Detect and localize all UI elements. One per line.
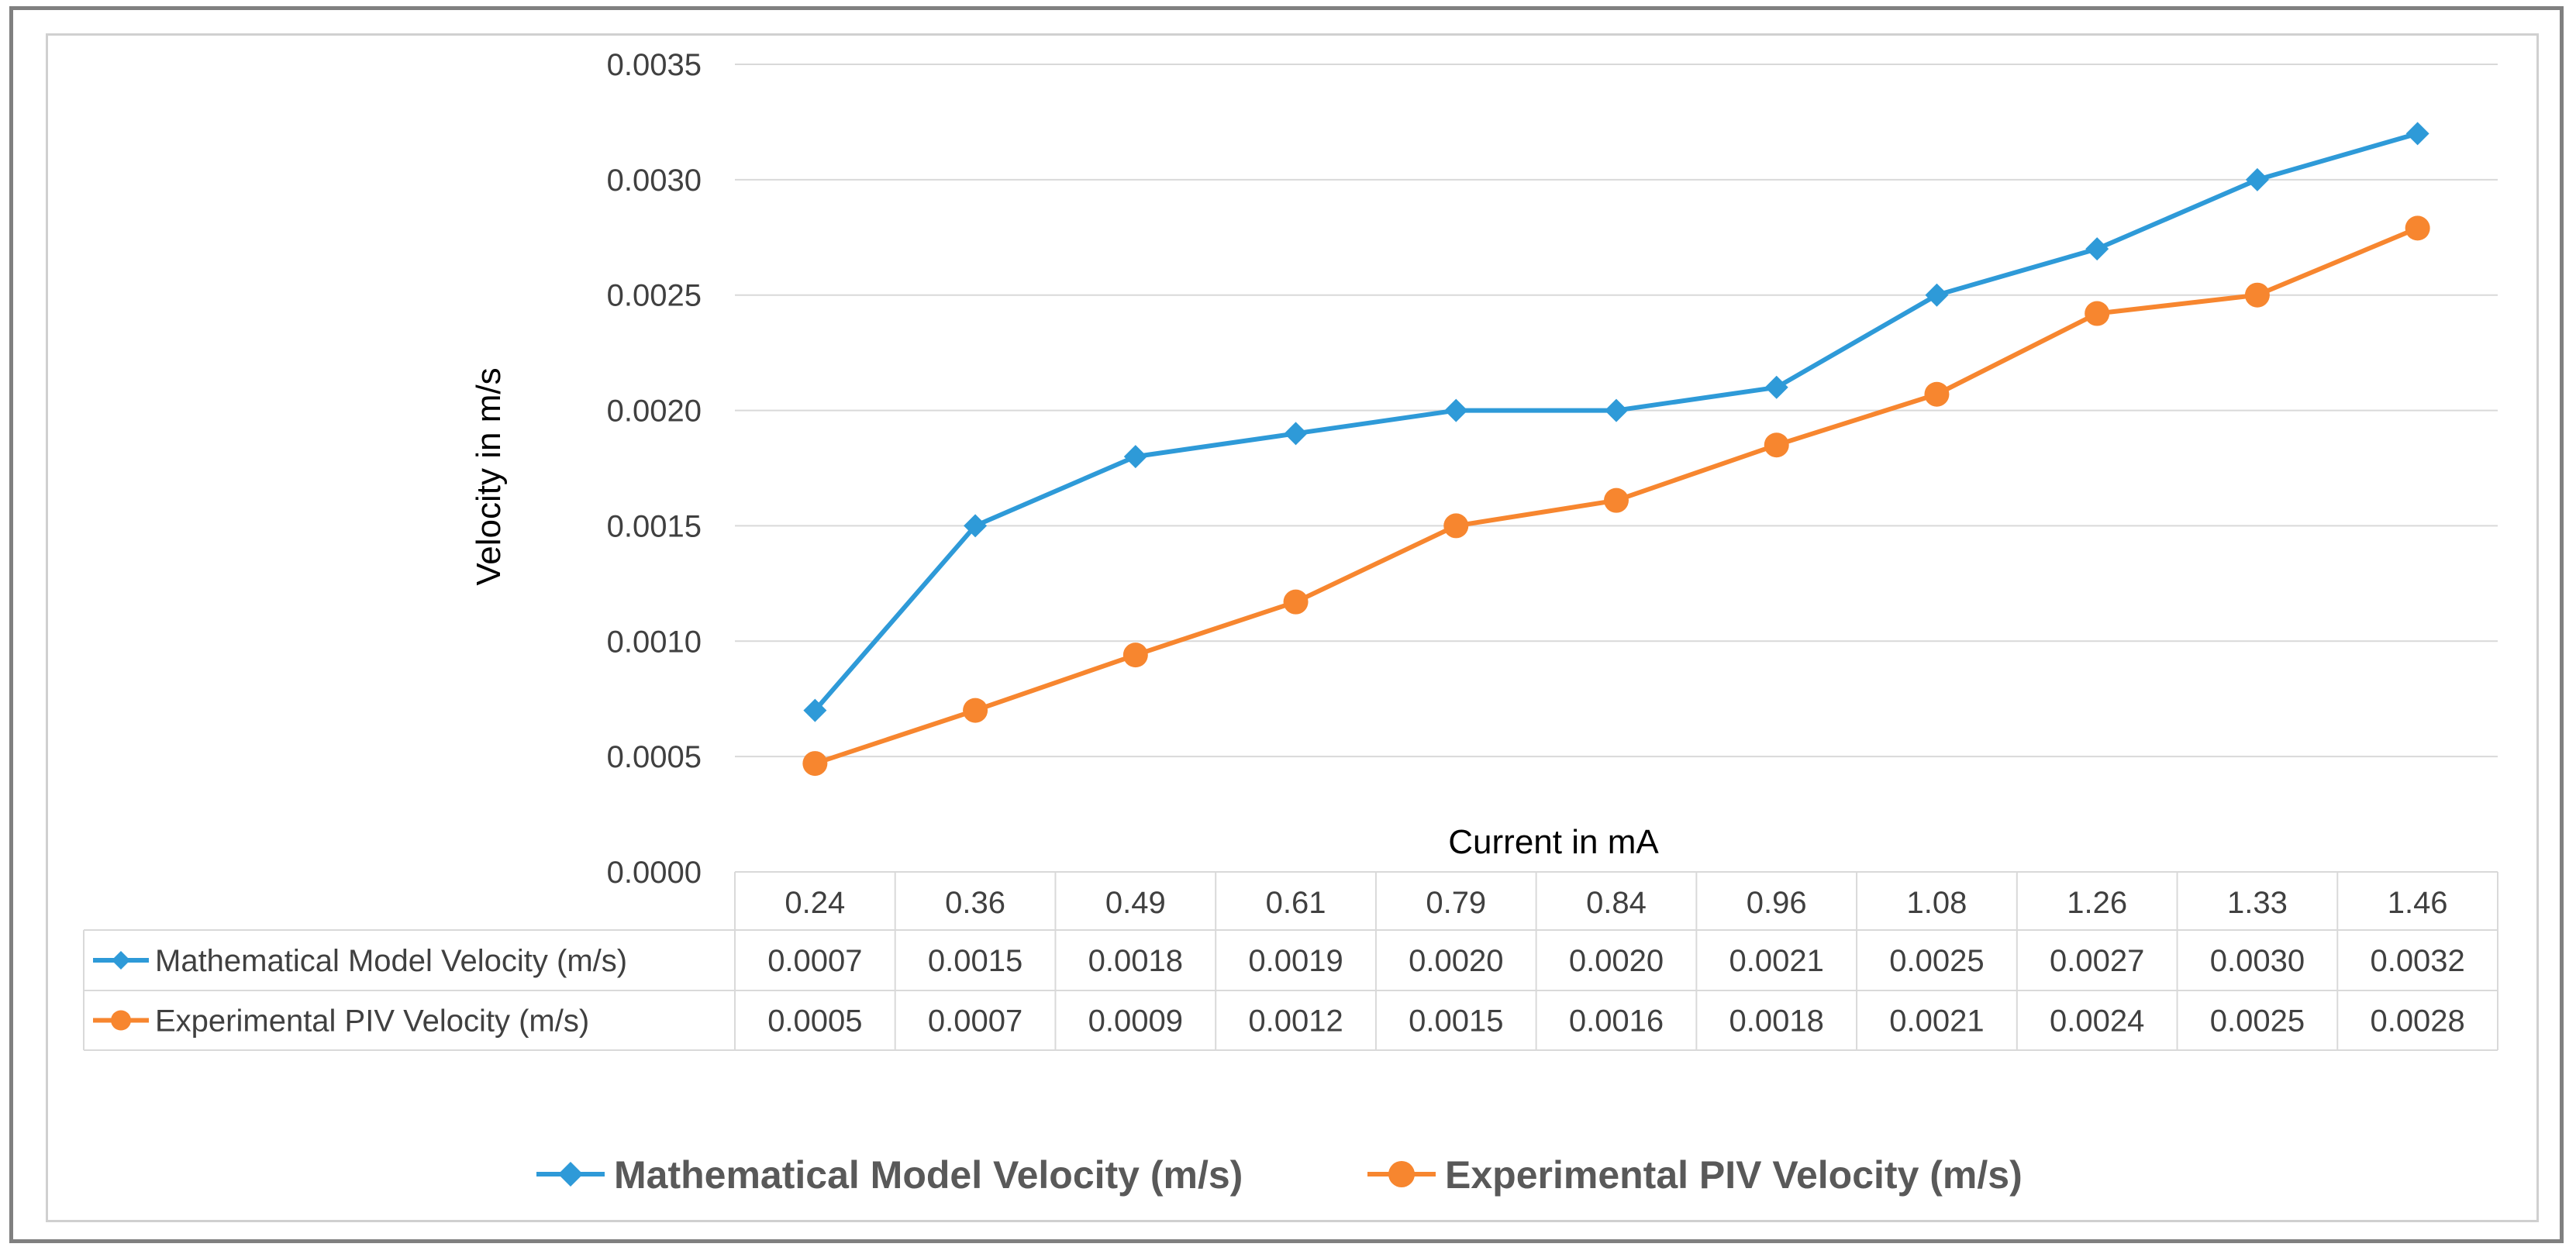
data-point-diamond [964, 514, 988, 538]
y-tick-label: 0.0005 [607, 740, 702, 774]
y-tick-label: 0.0020 [607, 394, 702, 429]
x-tick-label: 1.26 [2067, 886, 2127, 920]
data-point-circle [2085, 301, 2110, 326]
table-cell-value: 0.0032 [2370, 944, 2464, 978]
table-cell-value: 0.0020 [1409, 944, 1503, 978]
x-tick-label: 1.33 [2227, 886, 2288, 920]
data-point-diamond [2405, 122, 2429, 146]
legend: Mathematical Model Velocity (m/s) Experim… [536, 1153, 2023, 1197]
data-point-circle [2405, 215, 2430, 241]
legend-key-marker [1388, 1161, 1415, 1187]
y-tick-label: 0.0025 [607, 279, 702, 313]
table-cell-value: 0.0028 [2370, 1004, 2464, 1039]
data-point-diamond [803, 698, 827, 722]
data-point-diamond [1123, 445, 1147, 469]
table-cell-value: 0.0020 [1569, 944, 1664, 978]
table-cell-value: 0.0012 [1248, 1004, 1343, 1039]
series-layer [802, 122, 2430, 777]
data-point-circle [1443, 513, 1469, 539]
y-tick-label: 0.0000 [607, 856, 702, 890]
table-cell-value: 0.0025 [2210, 1004, 2305, 1039]
legend-key-marker [558, 1162, 583, 1187]
data-point-circle [1924, 381, 1950, 407]
table-series-name: Mathematical Model Velocity (m/s) [155, 944, 627, 978]
x-tick-label: 0.96 [1747, 886, 1807, 920]
y-tick-labels: 0.0000 0.0005 0.0010 0.0015 0.0020 0.0025 0.00… [607, 48, 702, 890]
x-tick-label: 1.46 [2388, 886, 2448, 920]
gridlines [735, 64, 2498, 758]
table-cell-value: 0.0024 [2050, 1004, 2144, 1039]
table-cell-value: 0.0018 [1729, 1004, 1824, 1039]
table-cell-value: 0.0005 [767, 1004, 862, 1039]
data-point-diamond [1605, 398, 1628, 422]
x-tick-label: 0.49 [1105, 886, 1166, 920]
data-point-circle [963, 698, 988, 723]
data-point-circle [1122, 643, 1148, 668]
y-axis-title: Velocity in m/s [470, 367, 508, 585]
data-point-diamond [1284, 422, 1308, 446]
data-point-circle [1604, 487, 1629, 513]
table-cell-value: 0.0025 [1889, 944, 1984, 978]
x-tick-label: 0.24 [785, 886, 845, 920]
table-series-name: Experimental PIV Velocity (m/s) [155, 1004, 589, 1039]
x-tick-label: 0.36 [945, 886, 1005, 920]
table-legend-key-marker [111, 1010, 131, 1031]
x-tick-label: 0.84 [1586, 886, 1647, 920]
legend-entry-label: Mathematical Model Velocity (m/s) [614, 1153, 1243, 1197]
x-tick-label: 0.79 [1426, 886, 1486, 920]
data-point-diamond [1764, 375, 1788, 399]
legend-entry-label: Experimental PIV Velocity (m/s) [1445, 1153, 2023, 1197]
x-tick-label: 1.08 [1907, 886, 1967, 920]
data-point-circle [1283, 589, 1309, 615]
data-point-diamond [2245, 167, 2269, 191]
table-cell-value: 0.0015 [1409, 1004, 1503, 1039]
table-cell-value: 0.0016 [1569, 1004, 1664, 1039]
data-point-circle [2244, 282, 2270, 308]
y-tick-label: 0.0030 [607, 164, 702, 198]
x-tick-label: 0.61 [1266, 886, 1326, 920]
table-cell-value: 0.0018 [1088, 944, 1183, 978]
table-cell-value: 0.0030 [2210, 944, 2305, 978]
table-cell-value: 0.0007 [928, 1004, 1022, 1039]
table-cell-value: 0.0021 [1729, 944, 1824, 978]
y-tick-label: 0.0015 [607, 509, 702, 543]
data-point-diamond [1925, 283, 1949, 307]
table-cell-value: 0.0009 [1088, 1004, 1183, 1039]
data-point-diamond [2085, 237, 2109, 261]
table-cell-value: 0.0007 [767, 944, 862, 978]
data-point-diamond [1444, 398, 1468, 422]
data-point-circle [1764, 432, 1789, 458]
y-tick-label: 0.0010 [607, 625, 702, 659]
data-point-circle [802, 751, 828, 777]
y-tick-label: 0.0035 [607, 48, 702, 82]
x-axis-title: Current in mA [1448, 823, 1659, 861]
data-table: 0.24 0.36 0.49 0.61 0.79 0.84 0.96 1.08 1.26 1.33… [83, 871, 2498, 1051]
table-legend-key-marker [112, 951, 130, 970]
table-cell-value: 0.0019 [1248, 944, 1343, 978]
table-cell-value: 0.0021 [1889, 1004, 1984, 1039]
chart-area [46, 33, 2539, 1222]
table-cell-value: 0.0015 [928, 944, 1022, 978]
table-cell-value: 0.0027 [2050, 944, 2144, 978]
chart-frame [9, 6, 2564, 1243]
